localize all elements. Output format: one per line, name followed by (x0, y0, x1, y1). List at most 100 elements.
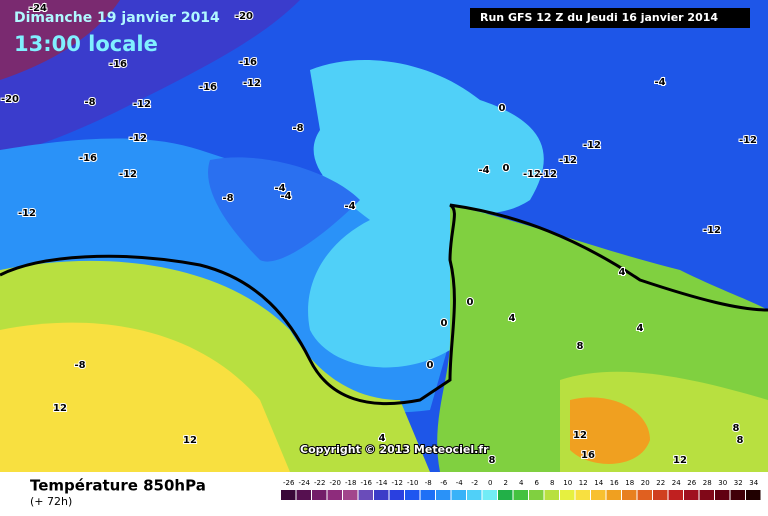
legend-swatch (606, 490, 621, 500)
legend-swatch (420, 490, 435, 500)
map-label: 12 (53, 403, 67, 414)
map-label: -16 (239, 57, 257, 68)
legend-swatch (715, 490, 730, 500)
legend-swatch (544, 490, 559, 500)
map-label: 4 (637, 323, 644, 334)
map-label: -16 (79, 153, 97, 164)
map-label: -12 (583, 140, 601, 151)
map-label: 8 (577, 341, 584, 352)
legend-swatch (575, 490, 590, 500)
forecast-date: Dimanche 19 janvier 2014 (14, 10, 220, 26)
map-label: 12 (573, 430, 587, 441)
forecast-time: 13:00 locale (14, 32, 158, 56)
legend-label: -12 (392, 479, 403, 487)
legend-label: 10 (563, 479, 572, 487)
map-label: -8 (222, 193, 233, 204)
legend-swatch (529, 490, 544, 500)
legend-label: 26 (687, 479, 696, 487)
copyright: Copyright © 2013 Meteociel.fr (300, 443, 489, 456)
map-label: 4 (619, 267, 626, 278)
map-label: 12 (183, 435, 197, 446)
map-label: 12 (673, 455, 687, 466)
legend-label: 34 (749, 479, 758, 487)
footer-subtitle: (+ 72h) (30, 495, 72, 508)
footer-title: Température 850hPa (30, 477, 206, 495)
legend-swatch (730, 490, 745, 500)
legend-label: 20 (641, 479, 650, 487)
legend-label: 30 (718, 479, 727, 487)
color-legend: -26 -24 -22 -20 -18 -16 -14 -12 -10 -8 -6 -4 -2 0 2 4 6 8… (281, 479, 761, 500)
map-label: -20 (1, 94, 19, 105)
map-label: -8 (74, 360, 85, 371)
map-label: 16 (581, 450, 595, 461)
map-label: -24 (29, 3, 47, 14)
legend-label: -26 (283, 479, 295, 487)
map-label: -12 (539, 169, 557, 180)
map-label: 4 (509, 313, 516, 324)
map-label: -12 (119, 169, 137, 180)
legend-swatch (343, 490, 358, 500)
legend-label: 8 (550, 479, 554, 487)
map-label: 8 (733, 423, 740, 434)
legend-label: -6 (440, 479, 448, 487)
map-label: 0 (427, 360, 434, 371)
legend-label: 14 (594, 479, 603, 487)
map-label: -8 (84, 97, 95, 108)
legend-swatch (358, 490, 373, 500)
legend-swatch (312, 490, 327, 500)
map-label: 0 (441, 318, 448, 329)
map-label: 0 (467, 297, 474, 308)
map-label: -12 (18, 208, 36, 219)
legend-label: 24 (672, 479, 681, 487)
legend-swatch (622, 490, 637, 500)
map-label: 4 (379, 433, 386, 444)
legend-swatch (374, 490, 389, 500)
legend-label: -18 (345, 479, 356, 487)
map-label: -12 (129, 133, 147, 144)
map-label: 8 (489, 455, 496, 466)
map-labels: -24 -20 -16 -16 -12 -16 -20 -8 -12 -8 -12 -16 -12 -8 -… (0, 2, 758, 467)
map-label: -4 (280, 191, 291, 202)
legend-swatch (405, 490, 420, 500)
map-label: -20 (235, 11, 253, 22)
legend-label: -14 (376, 479, 388, 487)
map-label: -4 (478, 165, 489, 176)
map-label: -12 (703, 225, 721, 236)
map-label: -12 (133, 99, 151, 110)
legend-label: -10 (407, 479, 418, 487)
legend-label: 0 (488, 479, 492, 487)
map-label: 0 (499, 103, 506, 114)
legend-swatch (591, 490, 606, 500)
legend-label: 18 (625, 479, 634, 487)
legend-swatch (436, 490, 451, 500)
map-label: 8 (737, 435, 744, 446)
legend-swatch (482, 490, 497, 500)
legend-label: -8 (425, 479, 432, 487)
map-label: -12 (739, 135, 757, 146)
legend-swatch (746, 490, 761, 500)
legend-label: -22 (314, 479, 325, 487)
legend-swatch (467, 490, 482, 500)
map-label: -16 (199, 82, 217, 93)
run-box (470, 8, 750, 28)
legend-label: 22 (656, 479, 665, 487)
legend-swatch (684, 490, 699, 500)
legend-label: -24 (299, 479, 311, 487)
map-label: -4 (344, 201, 355, 212)
legend-label: -2 (471, 479, 478, 487)
legend-swatch (498, 490, 513, 500)
legend-swatch (637, 490, 652, 500)
legend-swatch (668, 490, 683, 500)
legend-label: -20 (330, 479, 341, 487)
run-info: Run GFS 12 Z du Jeudi 16 janvier 2014 (480, 11, 718, 24)
map-label: 0 (503, 163, 510, 174)
legend-label: 2 (504, 479, 508, 487)
legend-swatch (699, 490, 714, 500)
legend-swatch (327, 490, 342, 500)
legend-label: 4 (519, 479, 524, 487)
legend-swatch (296, 490, 311, 500)
legend-swatch (560, 490, 575, 500)
legend-label: 12 (579, 479, 588, 487)
map-label: -4 (654, 77, 665, 88)
map-label: -12 (559, 155, 577, 166)
